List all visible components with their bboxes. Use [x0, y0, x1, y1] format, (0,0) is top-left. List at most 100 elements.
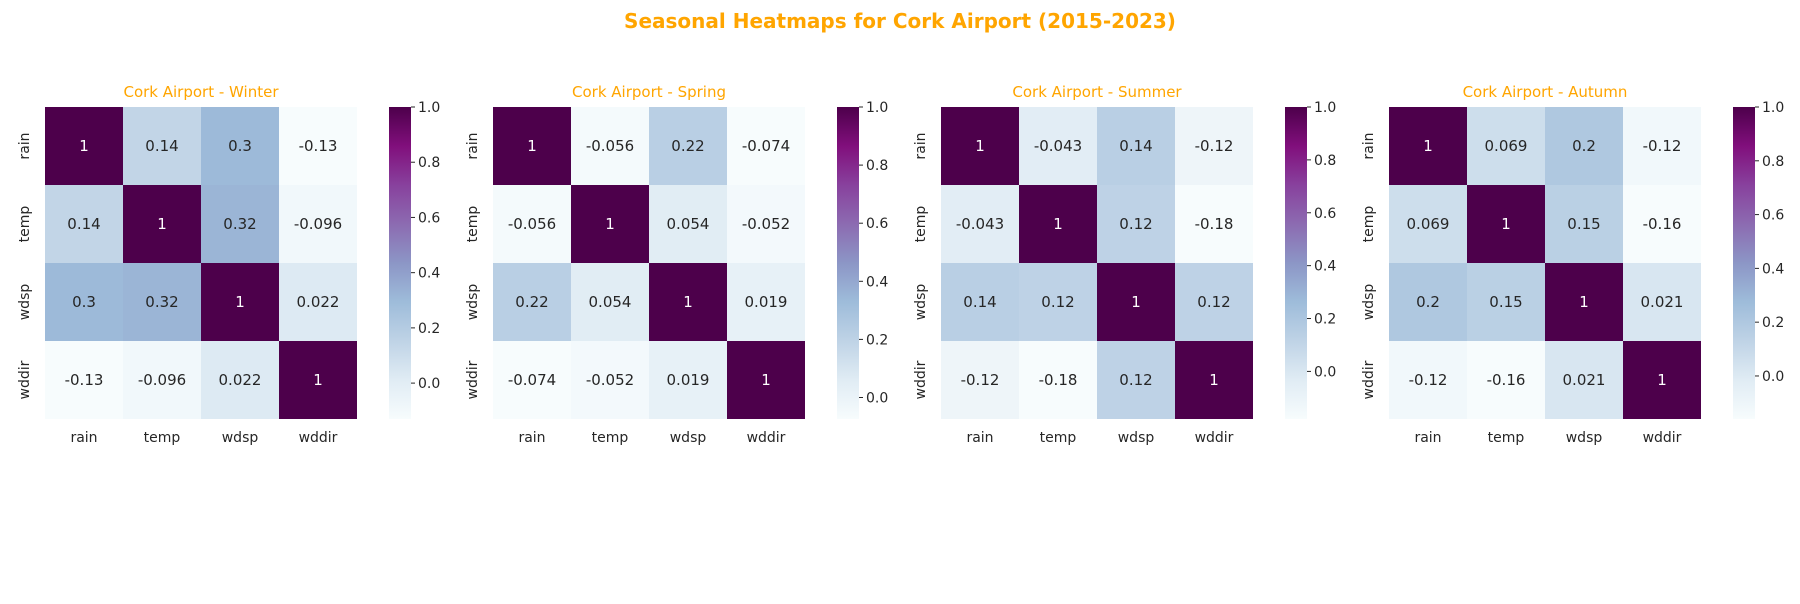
heatmap-cell — [201, 185, 279, 263]
cell-annotation: -0.052 — [742, 215, 790, 233]
cell-annotation: 1 — [683, 293, 693, 311]
cell-annotation: 1 — [761, 371, 771, 389]
cell-annotation: 0.2 — [1416, 293, 1440, 311]
colorbar-tick-label: 0.0 — [866, 391, 888, 407]
heatmap-cell — [1019, 107, 1097, 185]
cell-annotation: -0.074 — [742, 137, 790, 155]
heatmap-cell — [1467, 107, 1545, 185]
y-tick-label: wddir — [913, 360, 929, 399]
cell-annotation: -0.16 — [1643, 215, 1682, 233]
panel-title: Cork Airport - Spring — [572, 83, 726, 101]
cell-annotation: 0.14 — [67, 215, 100, 233]
cell-annotation: 0.021 — [1641, 293, 1684, 311]
heatmap-cell — [571, 341, 649, 419]
cell-annotation: 0.054 — [667, 215, 710, 233]
colorbar-tick-label: 0.0 — [418, 376, 440, 392]
cell-annotation: -0.056 — [586, 137, 634, 155]
heatmap-cell — [649, 341, 727, 419]
x-tick-label: wddir — [747, 430, 786, 446]
cell-annotation: 0.15 — [1489, 293, 1522, 311]
cell-annotation: 0.019 — [667, 371, 710, 389]
y-tick-label: wdsp — [1361, 284, 1377, 321]
y-tick-label: rain — [1361, 132, 1377, 159]
cell-annotation: 1 — [1053, 215, 1063, 233]
cell-annotation: 0.2 — [1572, 137, 1596, 155]
cell-annotation: -0.18 — [1039, 371, 1078, 389]
heatmap-cell — [1467, 263, 1545, 341]
heatmap-cell — [1175, 185, 1253, 263]
colorbar-tick-label: 0.2 — [1314, 312, 1336, 328]
colorbar-tick-label: 0.6 — [418, 210, 440, 226]
cell-annotation: 0.054 — [589, 293, 632, 311]
cell-annotation: 0.32 — [223, 215, 256, 233]
heatmap-cell — [1175, 107, 1253, 185]
heatmap-cell — [1019, 341, 1097, 419]
cell-annotation: 1 — [1423, 137, 1433, 155]
panel-title: Cork Airport - Winter — [123, 83, 279, 101]
heatmap-cell — [1623, 107, 1701, 185]
cell-annotation: -0.074 — [508, 371, 556, 389]
panel-title: Cork Airport - Summer — [1012, 83, 1182, 101]
heatmap-cell — [571, 185, 649, 263]
heatmap-cell — [1097, 107, 1175, 185]
colorbar-tick-label: 0.6 — [1762, 208, 1784, 224]
figure-title: Seasonal Heatmaps for Cork Airport (2015… — [624, 9, 1176, 33]
x-tick-label: wddir — [1643, 430, 1682, 446]
x-tick-label: wddir — [1195, 430, 1234, 446]
colorbar-tick-label: 0.8 — [1762, 154, 1784, 170]
heatmap-cell — [1175, 341, 1253, 419]
cell-annotation: 1 — [605, 215, 615, 233]
colorbar — [1733, 107, 1755, 419]
cell-annotation: 0.022 — [219, 371, 262, 389]
colorbar-tick-label: 1.0 — [418, 100, 440, 116]
heatmap-cell — [1545, 185, 1623, 263]
heatmap-cell — [1019, 185, 1097, 263]
cell-annotation: 0.3 — [228, 137, 252, 155]
cell-annotation: -0.096 — [294, 215, 342, 233]
heatmap-cell — [727, 107, 805, 185]
cell-annotation: -0.043 — [1034, 137, 1082, 155]
cell-annotation: 0.019 — [745, 293, 788, 311]
cell-annotation: 1 — [527, 137, 537, 155]
heatmap-cell — [201, 107, 279, 185]
cell-annotation: 1 — [235, 293, 245, 311]
y-tick-label: wddir — [465, 360, 481, 399]
cell-annotation: 0.069 — [1485, 137, 1528, 155]
heatmap-cell — [45, 185, 123, 263]
colorbar — [837, 107, 859, 419]
colorbar-tick-label: 0.4 — [1314, 259, 1336, 275]
x-tick-label: wdsp — [222, 430, 259, 446]
heatmap-cell — [941, 107, 1019, 185]
heatmap-cell — [649, 107, 727, 185]
colorbar-tick-label: 0.6 — [1314, 206, 1336, 222]
heatmap-panel-1: Cork Airport - Winter 1 0.14 0.3 -0.13 0.14 1 0… — [17, 83, 440, 446]
cell-annotation: -0.12 — [1643, 137, 1682, 155]
colorbar-tick-label: 1.0 — [1762, 100, 1784, 116]
colorbar-tick-label: 0.2 — [1762, 315, 1784, 331]
x-tick-label: temp — [592, 430, 629, 446]
heatmap-cell — [493, 263, 571, 341]
heatmap-cell — [727, 263, 805, 341]
colorbar-tick-label: 0.2 — [418, 321, 440, 337]
y-tick-label: temp — [1361, 206, 1377, 243]
cell-annotation: 1 — [1501, 215, 1511, 233]
x-tick-label: wdsp — [1118, 430, 1155, 446]
x-tick-label: temp — [1040, 430, 1077, 446]
heatmap-cell — [279, 107, 357, 185]
cell-annotation: 0.12 — [1041, 293, 1074, 311]
colorbar-tick-label: 0.0 — [1314, 364, 1336, 380]
cell-annotation: 0.22 — [671, 137, 704, 155]
heatmap-cell — [1623, 263, 1701, 341]
heatmap-cell — [727, 185, 805, 263]
colorbar-tick-label: 0.8 — [1314, 153, 1336, 169]
y-tick-label: rain — [465, 132, 481, 159]
heatmap-cell — [1545, 341, 1623, 419]
x-tick-label: rain — [518, 430, 545, 446]
heatmap-cell — [123, 185, 201, 263]
heatmap-cell — [279, 263, 357, 341]
y-tick-label: rain — [17, 132, 33, 159]
colorbar — [389, 107, 411, 419]
heatmap-cell — [1097, 341, 1175, 419]
